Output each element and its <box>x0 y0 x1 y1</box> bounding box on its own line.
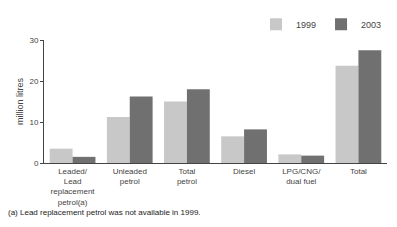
svg-text:20: 20 <box>29 77 38 86</box>
svg-text:Unleadedpetrol: Unleadedpetrol <box>113 167 147 186</box>
svg-text:Totalpetrol: Totalpetrol <box>177 167 197 186</box>
svg-text:30: 30 <box>29 36 38 45</box>
svg-text:1999: 1999 <box>296 20 316 30</box>
svg-text:LPG/CNG/dual fuel: LPG/CNG/dual fuel <box>282 167 321 186</box>
svg-text:10: 10 <box>29 118 38 127</box>
svg-text:Total: Total <box>350 167 367 176</box>
svg-text:0: 0 <box>34 159 39 168</box>
svg-text:2003: 2003 <box>361 20 381 30</box>
svg-text:million litres: million litres <box>15 77 25 125</box>
svg-text:(a) Lead replacement petrol wa: (a) Lead replacement petrol was not avai… <box>8 208 201 217</box>
svg-text:Leaded/Leadreplacementpetrol(a: Leaded/Leadreplacementpetrol(a) <box>51 167 96 207</box>
svg-text:Diesel: Diesel <box>233 167 255 176</box>
